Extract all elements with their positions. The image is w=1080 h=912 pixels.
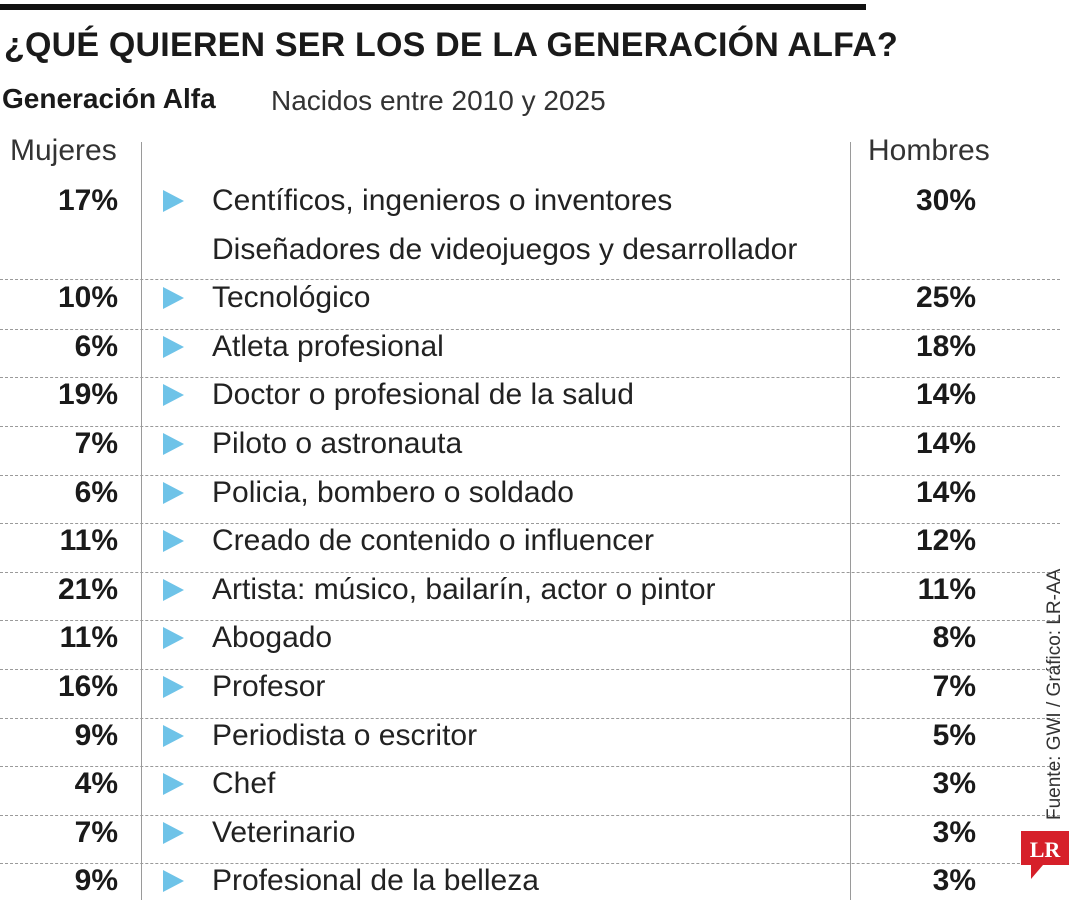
women-value: 16% xyxy=(57,670,118,703)
lr-logo-icon: LR xyxy=(1021,831,1069,879)
men-value: 14% xyxy=(915,475,976,509)
arrow-icon xyxy=(163,676,184,698)
women-value: 17% xyxy=(57,184,118,217)
women-value: 10% xyxy=(57,281,118,315)
women-value: 11% xyxy=(59,621,118,655)
table-row: 9% Profesional de la belleza 3% xyxy=(0,863,1060,912)
men-value: 30% xyxy=(915,184,976,217)
men-value: 3% xyxy=(932,815,976,849)
arrow-icon xyxy=(163,190,184,212)
men-value: 5% xyxy=(932,718,976,752)
career-label: Profesional de la belleza xyxy=(212,864,539,898)
women-value: 4% xyxy=(74,767,118,801)
divider-right xyxy=(850,142,851,900)
table-row: 6% Policia, bombero o soldado 14% xyxy=(0,475,1060,525)
page-title: ¿QUÉ QUIEREN SER LOS DE LA GENERACIÓN AL… xyxy=(4,26,898,64)
table-row: 17% Centíficos, ingenieros o inventores 30… xyxy=(0,183,1060,232)
arrow-icon xyxy=(163,821,184,844)
men-value: 25% xyxy=(915,281,976,315)
women-value: 21% xyxy=(57,572,118,606)
arrow-icon xyxy=(163,433,184,455)
table-row: 7% Piloto o astronauta 14% xyxy=(0,426,1060,476)
arrow-icon xyxy=(163,530,184,553)
career-label: Centíficos, ingenieros o inventores xyxy=(212,184,673,217)
table-row: 4% Chef 3% xyxy=(0,766,1060,816)
women-value: 7% xyxy=(74,427,118,460)
table-row: 10% Diseñadores de videojuegos y desarrol… xyxy=(0,232,1060,330)
men-value: 8% xyxy=(932,621,976,655)
column-header-women: Mujeres xyxy=(10,134,117,167)
arrow-icon xyxy=(163,335,184,358)
arrow-icon xyxy=(163,287,184,310)
subtitle-bold: Generación Alfa xyxy=(2,83,216,114)
table-row: 7% Veterinario 3% xyxy=(0,815,1060,865)
career-label: Profesor xyxy=(212,670,326,703)
source-credit: Fuente: GWI / Gráfico: LR-AA xyxy=(1044,568,1065,820)
divider-left xyxy=(141,142,142,900)
career-label: Veterinario xyxy=(212,815,356,849)
arrow-icon xyxy=(163,481,184,504)
career-label: Abogado xyxy=(212,621,333,655)
women-value: 7% xyxy=(74,815,118,849)
table-row: 9% Periodista o escritor 5% xyxy=(0,718,1060,768)
column-header-men: Hombres xyxy=(868,134,990,167)
men-value: 12% xyxy=(915,524,976,558)
women-value: 6% xyxy=(74,475,118,509)
career-label: Policia, bombero o soldado xyxy=(212,475,574,509)
men-value: 7% xyxy=(932,670,976,703)
career-label: Atleta profesional xyxy=(212,329,444,363)
men-value: 14% xyxy=(915,378,976,412)
women-value: 9% xyxy=(74,864,118,898)
table-row: 21% Artista: músico, bailarín, actor o pi… xyxy=(0,572,1060,622)
men-value: 18% xyxy=(915,329,976,363)
arrow-icon xyxy=(163,578,184,601)
arrow-icon xyxy=(163,384,184,407)
table-row: 6% Atleta profesional 18% xyxy=(0,329,1060,379)
table-row: 11% Abogado 8% xyxy=(0,620,1060,670)
career-label: Piloto o astronauta xyxy=(212,427,463,460)
women-value: 6% xyxy=(74,329,118,363)
women-value: 9% xyxy=(74,718,118,752)
arrow-icon xyxy=(163,773,184,796)
career-label: Artista: músico, bailarín, actor o pinto… xyxy=(212,572,716,606)
career-label: Doctor o profesional de la salud xyxy=(212,378,634,412)
women-value: 19% xyxy=(57,378,118,412)
subtitle: Nacidos entre 2010 y 2025 xyxy=(271,85,606,116)
table-row: 16% Profesor 7% xyxy=(0,669,1060,719)
men-value: 3% xyxy=(932,767,976,801)
arrow-icon xyxy=(163,627,184,650)
arrow-icon xyxy=(163,724,184,747)
men-value: 11% xyxy=(917,572,976,606)
logo-text: LR xyxy=(1030,837,1062,862)
career-label: Chef xyxy=(212,767,276,801)
table-row: 11% Creado de contenido o influencer 12% xyxy=(0,523,1060,573)
career-label: Tecnológico xyxy=(212,281,371,315)
row-separator xyxy=(0,279,1060,281)
top-rule xyxy=(0,4,866,10)
career-label: Diseñadores de videojuegos y desarrollad… xyxy=(212,232,798,266)
men-value: 14% xyxy=(915,427,976,460)
women-value: 11% xyxy=(59,524,118,558)
career-label: Creado de contenido o influencer xyxy=(212,524,654,558)
table-row: 19% Doctor o profesional de la salud 14% xyxy=(0,377,1060,427)
career-label: Periodista o escritor xyxy=(212,718,478,752)
men-value: 3% xyxy=(932,864,976,898)
arrow-icon xyxy=(163,870,184,893)
